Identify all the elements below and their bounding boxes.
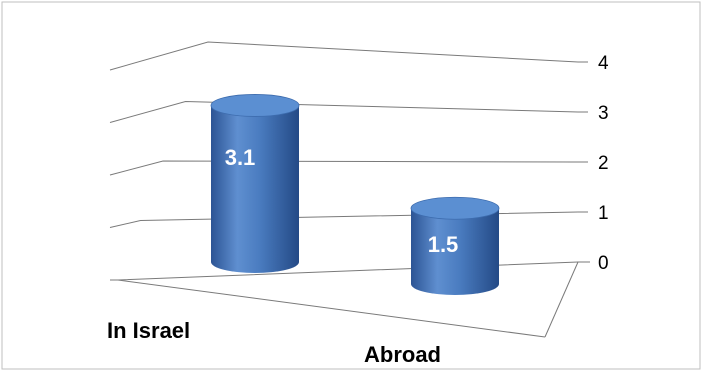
bar-top [410,196,500,220]
y-tick-label: 1 [598,203,609,224]
gridline [109,211,579,228]
gridline [109,41,579,71]
gridline [109,160,579,176]
bars [210,94,500,295]
data-label: 3.1 [225,145,256,170]
gridline [110,261,579,281]
category-label: In Israel [107,318,190,343]
y-tick-label: 4 [598,53,609,74]
gridlines [109,41,579,281]
x-axis: In Israel Abroad [107,318,441,367]
gridline [109,100,579,123]
data-label: 1.5 [428,232,459,257]
data-labels: 3.1 1.5 [225,145,459,257]
floor-right-edge [544,261,579,338]
bar-top [210,94,300,117]
y-tick-label: 3 [598,103,609,124]
floor-front-edge [117,279,546,338]
bar-body [411,208,499,295]
y-tick-label: 0 [598,253,609,274]
bar [210,94,300,273]
bar-body [211,105,299,273]
category-label: Abroad [364,342,441,367]
bar [410,196,500,295]
y-tick-label: 2 [598,153,609,174]
y-axis: 0 1 2 3 4 [578,53,609,274]
